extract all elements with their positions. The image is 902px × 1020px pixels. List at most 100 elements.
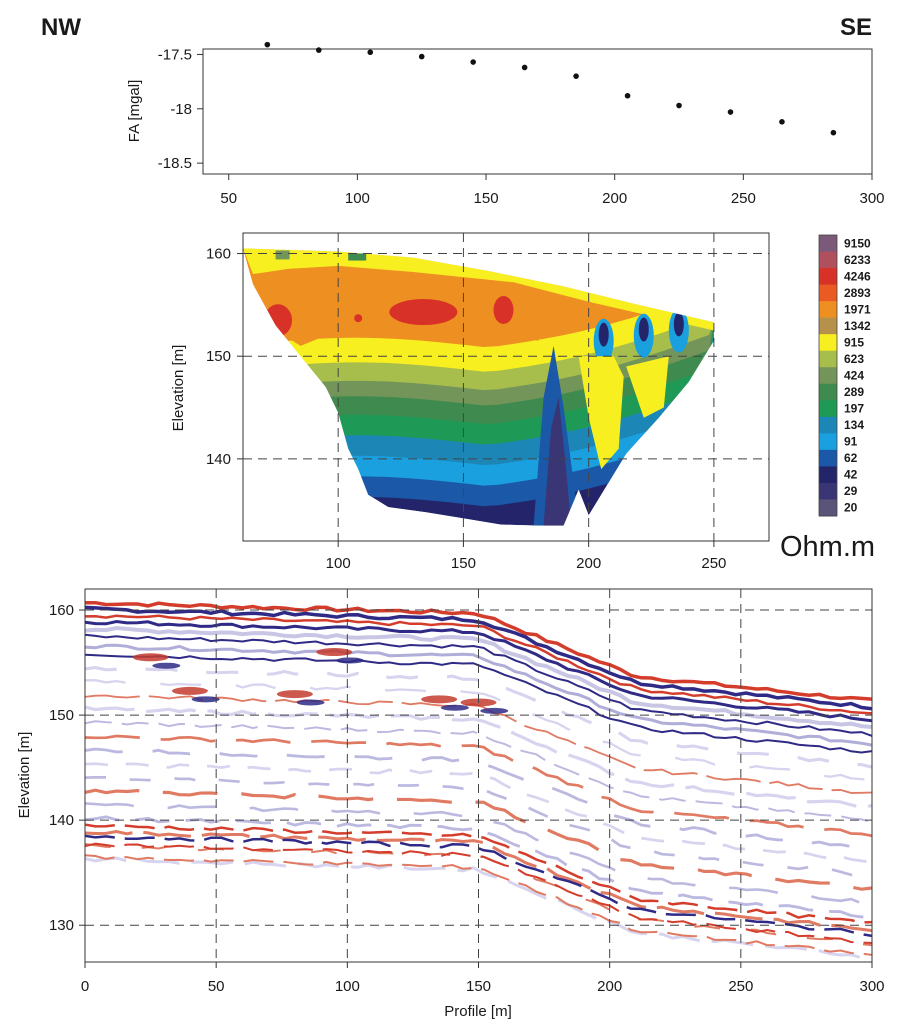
- colorbar-swatch: [819, 416, 837, 434]
- radargram-x-tick-label: 300: [859, 978, 884, 995]
- gravity-point: [521, 64, 528, 71]
- gravity-x-tick-label: 150: [474, 190, 499, 207]
- radargram-x-tick-label: 0: [81, 978, 89, 995]
- resistivity-plume: [543, 397, 572, 526]
- colorbar-swatch: [819, 433, 837, 451]
- colorbar-swatch: [819, 284, 837, 302]
- colorbar-label: 42: [844, 468, 858, 482]
- radargram-reflector: [85, 823, 872, 924]
- radargram-y-axis-label: Elevation [m]: [16, 732, 33, 819]
- se-label: SE: [840, 14, 873, 41]
- radargram-reflector: [85, 679, 872, 782]
- resistivity-anomaly: [275, 250, 290, 260]
- gravity-y-tick-label: -17.5: [158, 46, 192, 63]
- colorbar-swatch: [819, 383, 837, 401]
- resistivity-mask: [243, 233, 769, 541]
- resistivity-anomaly: [348, 253, 367, 261]
- gravity-x-tick-label: 300: [859, 190, 884, 207]
- colorbar-swatch: [819, 268, 837, 286]
- resistivity-y-tick-label: 140: [206, 451, 231, 468]
- resistivity-y-tick-label: 160: [206, 246, 231, 263]
- radargram-x-tick-label: 150: [466, 978, 491, 995]
- radargram-panel: 0 50 100 150 200 250 300 160 150 140 130 Elevation…: [16, 588, 885, 1020]
- colorbar-swatch: [819, 317, 837, 335]
- gravity-x-tick-label: 200: [602, 190, 627, 207]
- colorbar-swatch: [819, 482, 837, 500]
- colorbar-swatch: [819, 334, 837, 352]
- radargram-x-tick-label: 200: [597, 978, 622, 995]
- resistivity-anomaly: [493, 296, 514, 324]
- gravity-x-tick-label: 50: [220, 190, 237, 207]
- radargram-anomaly: [276, 690, 313, 699]
- gravity-y-axis-label: FA [mgal]: [126, 80, 143, 143]
- resistivity-y-axis-label: Elevation [m]: [170, 345, 187, 432]
- radargram-y-tick-label: 130: [49, 917, 74, 934]
- radargram-anomaly: [421, 695, 458, 704]
- colorbar-label: 1971: [844, 302, 871, 316]
- colorbar-label: 62: [844, 451, 858, 465]
- nw-label: NW: [41, 14, 81, 41]
- gravity-point: [727, 109, 734, 115]
- colorbar-swatch: [819, 400, 837, 418]
- radargram-anomaly: [132, 653, 169, 662]
- colorbar-label: 623: [844, 352, 864, 366]
- resistivity-anomaly: [598, 322, 609, 347]
- gravity-point: [676, 102, 682, 109]
- resistivity-band: [578, 356, 624, 470]
- gravity-point: [315, 47, 322, 53]
- resistivity-x-tick-label: 250: [701, 555, 726, 572]
- gravity-point: [573, 73, 579, 79]
- colorbar-unit: Ohm.m: [780, 531, 875, 563]
- gravity-point: [418, 53, 425, 60]
- gravity-point: [264, 41, 271, 48]
- colorbar-swatch: [819, 251, 837, 269]
- colorbar-label: 9150: [844, 236, 871, 250]
- colorbar-swatch: [819, 499, 837, 517]
- gravity-point: [367, 49, 374, 56]
- resistivity-anomaly: [389, 299, 458, 326]
- radargram-y-tick-label: 150: [49, 707, 74, 724]
- colorbar-label: 20: [844, 501, 858, 515]
- resistivity-colorbar: 9150 6233 4246 2893 1971 1342 915 623 424 289 197 1…: [818, 234, 871, 517]
- radargram-anomaly: [191, 696, 220, 703]
- radargram-x-tick-label: 250: [728, 978, 753, 995]
- resistivity-plot-frame: [242, 232, 770, 542]
- radargram-y-tick-label: 140: [49, 812, 74, 829]
- gravity-panel: 50 100 150 200 250 300 -17.5 -18 -18.5 FA [mgal]: [126, 41, 885, 207]
- radargram-anomaly: [152, 662, 181, 669]
- radargram-anomaly: [171, 686, 208, 695]
- colorbar-label: 424: [844, 369, 864, 383]
- radargram-anomaly: [316, 648, 353, 657]
- gravity-y-tick-label: -18: [170, 101, 192, 118]
- colorbar-label: 91: [844, 435, 858, 449]
- radargram-x-tick-label: 100: [335, 978, 360, 995]
- resistivity-panel: 100 150 200 250 160 150 140 Elevation [m] 9150…: [170, 232, 875, 572]
- resistivity-x-tick-label: 100: [326, 555, 351, 572]
- radargram-x-tick-label: 50: [208, 978, 225, 995]
- radargram-y-tick-label: 160: [49, 602, 74, 619]
- colorbar-label: 4246: [844, 269, 871, 283]
- gravity-point: [779, 119, 785, 125]
- colorbar-label: 29: [844, 484, 858, 498]
- colorbar-label: 197: [844, 402, 864, 416]
- gravity-y-tick-label: -18.5: [158, 155, 192, 172]
- resistivity-anomaly: [638, 317, 649, 342]
- resistivity-band: [626, 356, 669, 418]
- radargram-anomaly: [335, 657, 364, 664]
- colorbar-frame: [818, 234, 838, 517]
- resistivity-x-tick-label: 150: [451, 555, 476, 572]
- colorbar-swatch: [819, 466, 837, 484]
- radargram-anomaly: [440, 704, 469, 711]
- resistivity-section: [243, 233, 769, 541]
- radargram-anomaly: [296, 699, 325, 706]
- resistivity-y-tick-label: 150: [206, 348, 231, 365]
- radargram-anomaly: [480, 707, 509, 714]
- gravity-x-tick-label: 100: [345, 190, 370, 207]
- resistivity-anomaly: [354, 314, 363, 323]
- gravity-point: [830, 129, 837, 136]
- resistivity-band: [243, 248, 714, 331]
- colorbar-label: 1342: [844, 319, 871, 333]
- colorbar-swatch: [819, 367, 837, 385]
- colorbar-swatch: [819, 235, 837, 253]
